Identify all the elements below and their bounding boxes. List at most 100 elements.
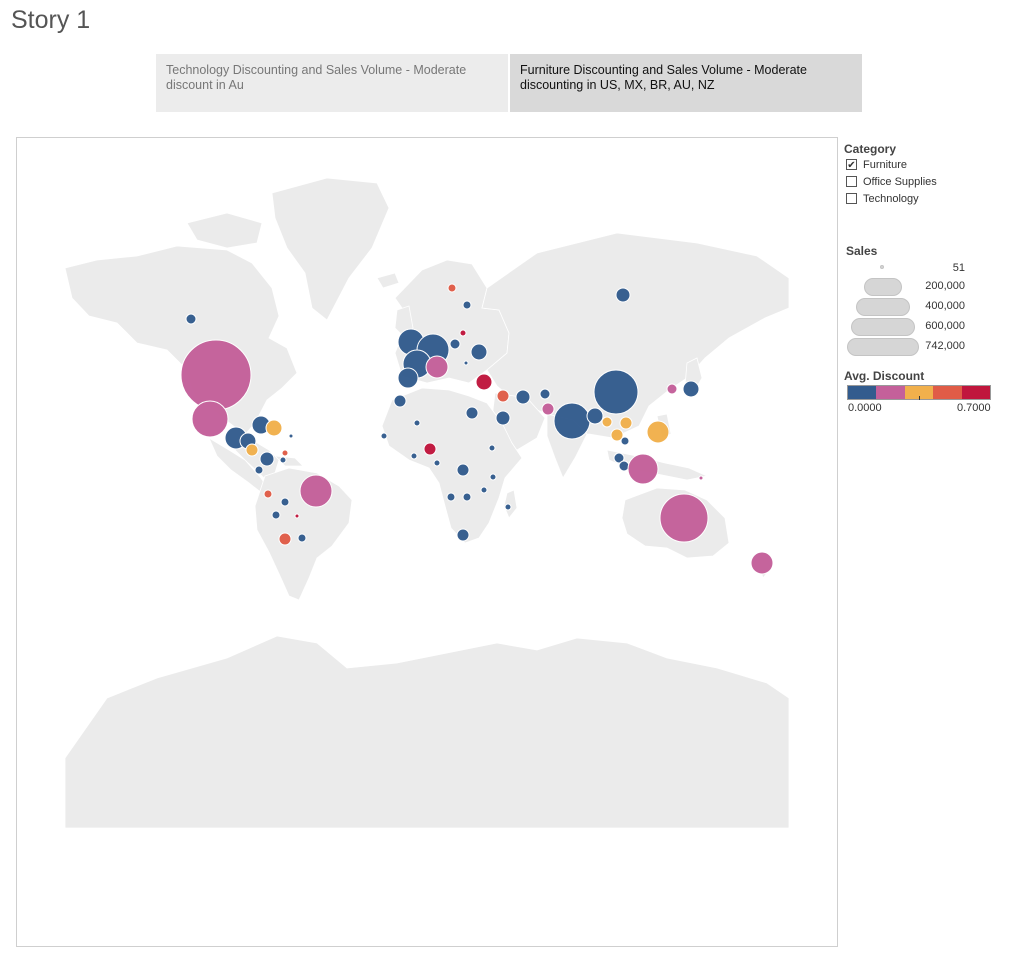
land-caribbean (273, 455, 304, 467)
bubble-venezuela (279, 456, 287, 464)
discount-legend-title: Avg. Discount (844, 369, 925, 383)
bubble-russia (615, 287, 631, 303)
sales-legend-row: 200,000 (845, 278, 965, 296)
bubble-haiti (265, 419, 283, 437)
color-step (848, 386, 877, 399)
bubble-mexico (191, 400, 229, 438)
world-map[interactable] (17, 138, 839, 948)
color-step (876, 386, 905, 399)
bubble-nigeria (423, 442, 437, 456)
bubble-egypt (465, 406, 479, 420)
bubble-ethiopia (488, 444, 496, 452)
bubble-indonesia (627, 453, 659, 485)
size-swatch (864, 278, 902, 296)
category-furniture[interactable]: ✔ Furniture (846, 157, 907, 172)
bubble-usa (180, 339, 252, 411)
discount-min-label: 0.0000 (848, 402, 882, 414)
bubble-angola (446, 492, 456, 502)
bubble-poland (449, 338, 461, 350)
bubble-kenya (489, 473, 497, 481)
bubble-iran (515, 389, 531, 405)
bubble-sweden (447, 283, 457, 293)
category-technology[interactable]: Technology (846, 191, 919, 206)
sales-legend-row: 742,000 (845, 338, 965, 356)
bubble-chile (294, 513, 300, 519)
bubble-malaysia (613, 452, 625, 464)
bubble-romania (463, 360, 469, 366)
category-label-furniture: Furniture (863, 158, 908, 171)
bubble-italy (425, 355, 449, 379)
land-antarctica (64, 635, 790, 829)
bubble-singapore (618, 460, 630, 472)
bubble-india (553, 402, 591, 440)
bubble-philippines (646, 420, 670, 444)
bubble-vietnam (619, 416, 633, 430)
checkbox-checked-icon[interactable]: ✔ (846, 159, 857, 171)
size-swatch (880, 265, 884, 269)
bubble-bangladesh (586, 407, 604, 425)
sales-value: 742,000 (925, 340, 965, 352)
bubble-south-korea (666, 383, 678, 395)
sales-legend-title: Sales (846, 244, 878, 258)
bubble-nicaragua (245, 443, 259, 457)
bubble-spain (397, 367, 419, 389)
bubble-thailand (610, 428, 624, 442)
bubble-tanzania (480, 486, 488, 494)
land-asia (481, 232, 790, 439)
bubble-morocco (393, 394, 407, 408)
checkbox-unchecked-icon[interactable] (846, 176, 857, 187)
category-legend-title: Category (844, 142, 897, 156)
land-madagascar (503, 489, 518, 519)
land-north-america (64, 245, 298, 484)
sales-value: 600,000 (925, 320, 965, 332)
sales-legend-row: 400,000 (845, 298, 965, 316)
bubble-cambodia (620, 436, 630, 446)
bubble-senegal (380, 432, 388, 440)
size-swatch (847, 338, 919, 356)
bubble-uruguay (297, 533, 307, 543)
bubble-south-africa (456, 528, 470, 542)
bubble-saudi (496, 389, 510, 403)
sales-value: 400,000 (925, 300, 965, 312)
bubble-afghanistan (541, 402, 555, 416)
checkbox-unchecked-icon[interactable] (846, 193, 857, 204)
sales-legend-row: 51 (845, 260, 965, 278)
bubble-mozambique (504, 503, 512, 511)
bubble-dominican (288, 433, 294, 439)
bubble-australia (659, 493, 709, 543)
category-label-office-supplies: Office Supplies (863, 175, 937, 188)
bubble-algeria (413, 419, 421, 427)
bubble-peru (280, 497, 290, 507)
land-greenland (271, 177, 390, 321)
bubble-cameroon (433, 459, 441, 467)
bubble-zambia (462, 492, 472, 502)
bubble-ghana (410, 452, 418, 460)
land-iceland (376, 272, 400, 289)
map-view[interactable] (16, 137, 838, 947)
bubble-bolivia (271, 510, 281, 520)
bubble-iraq (495, 410, 511, 426)
storypoint-furniture[interactable]: Furniture Discounting and Sales Volume -… (510, 54, 862, 112)
bubble-turkey (475, 373, 493, 391)
size-swatch (851, 318, 915, 336)
storypoint-technology[interactable]: Technology Discounting and Sales Volume … (156, 54, 508, 112)
size-swatch (856, 298, 910, 316)
sales-value: 200,000 (925, 280, 965, 292)
bubble-papua (698, 475, 704, 481)
bubble-argentina (278, 532, 292, 546)
color-step (961, 386, 991, 399)
land-africa (381, 387, 523, 544)
bubble-puerto-rico (281, 449, 289, 457)
bubble-panama (259, 451, 275, 467)
bubble-ecuador (263, 489, 273, 499)
bubble-latvia (459, 329, 467, 337)
bubble-brazil (299, 474, 333, 508)
category-label-technology: Technology (863, 192, 919, 205)
category-office-supplies[interactable]: Office Supplies (846, 174, 937, 189)
bubble-congo (456, 463, 470, 477)
bubble-ukraine (470, 343, 488, 361)
story-title: Story 1 (11, 6, 91, 34)
bubble-canada (185, 313, 197, 325)
bubble-pakistan (539, 388, 551, 400)
bubble-new-zealand (750, 551, 774, 575)
